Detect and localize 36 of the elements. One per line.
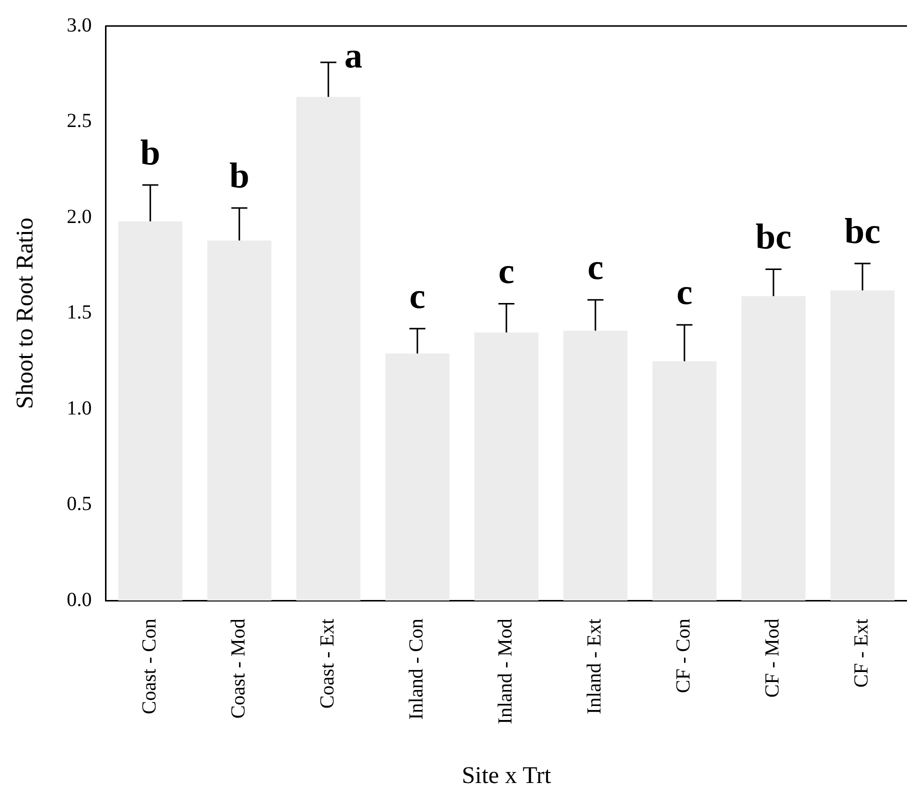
y-tick-label: 0.5 <box>66 493 92 516</box>
x-tick-label: Coast - Ext <box>316 618 339 709</box>
annotation: c <box>498 251 514 292</box>
x-tick-label: Inland - Con <box>406 618 428 720</box>
y-tick-label: 2.0 <box>66 206 92 228</box>
annotation: bc <box>844 210 881 251</box>
bar <box>385 354 450 601</box>
bar <box>741 296 806 601</box>
y-axis-title: Shoot to Root Ratio <box>12 218 39 410</box>
annotation: b <box>229 155 250 196</box>
y-tick-label: 0.0 <box>66 588 92 611</box>
annotation: a <box>344 36 362 76</box>
x-tick-label: Coast - Mod <box>228 618 250 719</box>
x-tick-label: CF - Con <box>672 618 695 694</box>
y-tick-label: 2.5 <box>66 110 92 132</box>
bar <box>830 290 895 601</box>
x-tick-label: Inland - Mod <box>494 618 517 724</box>
annotation: b <box>140 132 160 172</box>
bar <box>296 96 360 601</box>
bar <box>118 221 182 601</box>
annotation: c <box>409 276 426 316</box>
bar <box>563 330 628 601</box>
x-tick-label: Coast - Con <box>138 618 161 714</box>
x-tick-label: Inland - Ext <box>584 618 606 714</box>
annotation: c <box>587 247 604 288</box>
bar <box>652 361 716 601</box>
y-tick-label: 1.0 <box>66 397 92 420</box>
x-tick-label: CF - Mod <box>762 618 784 698</box>
x-tick-label: CF - Ext <box>850 618 873 688</box>
x-axis-title: Site x Trt <box>462 762 552 789</box>
annotation: c <box>676 272 692 312</box>
y-tick-label: 3.0 <box>66 14 92 36</box>
bar <box>207 240 272 601</box>
annotation: bc <box>755 216 792 257</box>
bar <box>474 332 538 601</box>
y-tick-label: 1.5 <box>66 302 92 324</box>
